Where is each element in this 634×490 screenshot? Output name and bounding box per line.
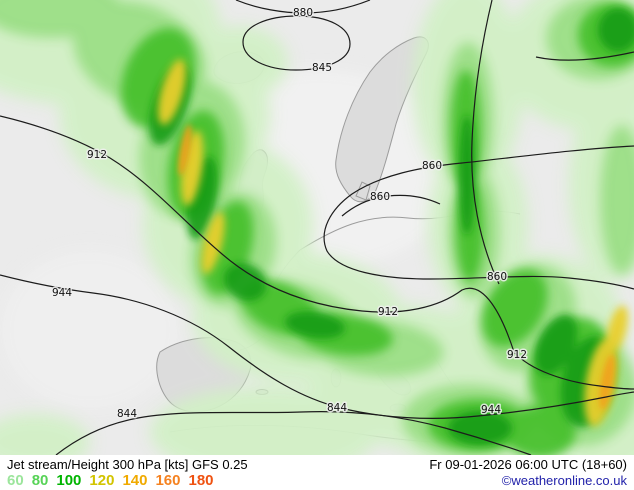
contour-label-880: 880: [293, 7, 313, 19]
contour-label-844: 844: [117, 408, 137, 420]
legend: 60 80 100 120 140 160 180: [7, 473, 222, 489]
contour-label-844: 844: [327, 402, 347, 414]
contour-label-944: 944: [52, 287, 72, 299]
legend-value-180: 180: [188, 472, 214, 489]
contour-label-944: 944: [481, 404, 501, 416]
contour-944-long: [0, 274, 634, 419]
height-contours: [0, 0, 634, 455]
jet-shading-orange: [178, 124, 615, 410]
legend-value-140: 140: [122, 472, 148, 489]
contour-845-closed: [242, 15, 351, 71]
contour-860-inner: [341, 194, 441, 217]
contour-912-long: [0, 115, 634, 390]
legend-value-100: 100: [56, 472, 82, 489]
footer: Jet stream/Height 300 hPa [kts] GFS 0.25…: [0, 455, 634, 490]
jet-stream-map: 880 845 912 860 860 860 944 912 912 844 844 944: [0, 0, 634, 455]
contour-860-outer: [323, 145, 634, 290]
contour-topright: [535, 51, 634, 61]
contour-label-layer: 880 845 912 860 860 860 944 912 912 844 844 944: [50, 6, 528, 422]
legend-value-160: 160: [155, 472, 181, 489]
copyright: ©weatheronline.co.uk: [501, 473, 627, 488]
contour-844-south: [55, 411, 532, 455]
contour-label-860: 860: [422, 160, 442, 172]
footer-row-2: 60 80 100 120 140 160 180 ©weatheronline.co.uk: [7, 473, 627, 489]
contour-label-860: 860: [370, 191, 390, 203]
scandinavia-coast: [335, 36, 429, 203]
contour-label-845: 845: [312, 62, 332, 74]
contour-label-912: 912: [507, 349, 527, 361]
footer-row-1: Jet stream/Height 300 hPa [kts] GFS 0.25…: [7, 457, 627, 473]
map-title: Jet stream/Height 300 hPa [kts] GFS 0.25: [7, 457, 248, 472]
legend-value-60: 60: [7, 472, 24, 489]
contour-right-band: [471, 0, 500, 285]
legend-value-80: 80: [31, 472, 49, 489]
contour-880-top: [235, 0, 371, 14]
contour-label-912: 912: [87, 149, 107, 161]
map-datetime: Fr 09-01-2026 06:00 UTC (18+60): [429, 457, 627, 472]
jet-stream-map-svg: 880 845 912 860 860 860 944 912 912 844 844 944: [0, 0, 634, 455]
contour-label-860: 860: [487, 271, 507, 283]
contour-label-912: 912: [378, 306, 398, 318]
legend-value-120: 120: [89, 472, 115, 489]
